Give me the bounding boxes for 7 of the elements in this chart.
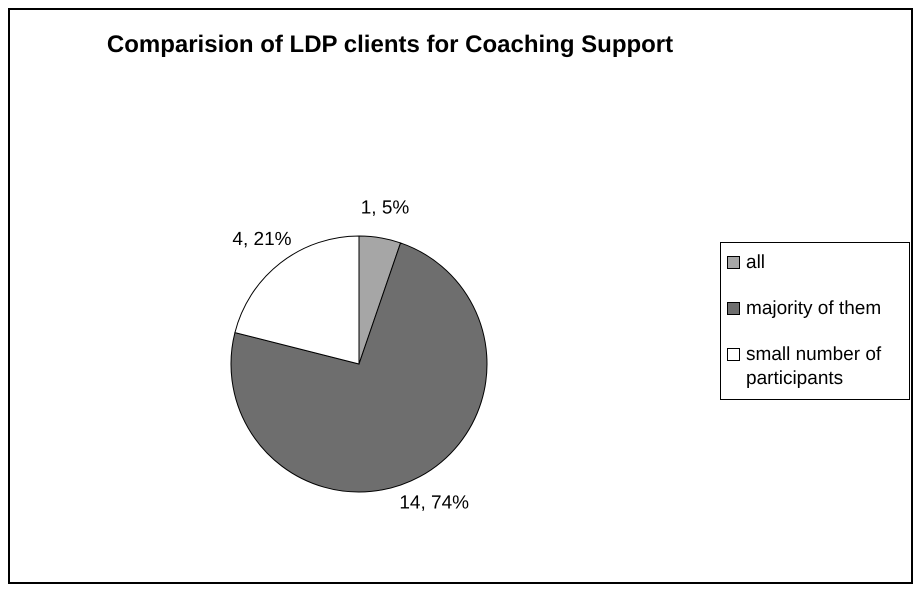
legend-label: majority of them [746,297,882,321]
data-label: 1, 5% [360,198,410,219]
data-label: 4, 21% [232,228,292,250]
chart-title: Comparision of LDP clients for Coaching Support [106,30,674,60]
data-label: 14, 74% [399,492,470,514]
legend-label: all [746,251,766,275]
legend-label: small number of participants [746,343,882,391]
